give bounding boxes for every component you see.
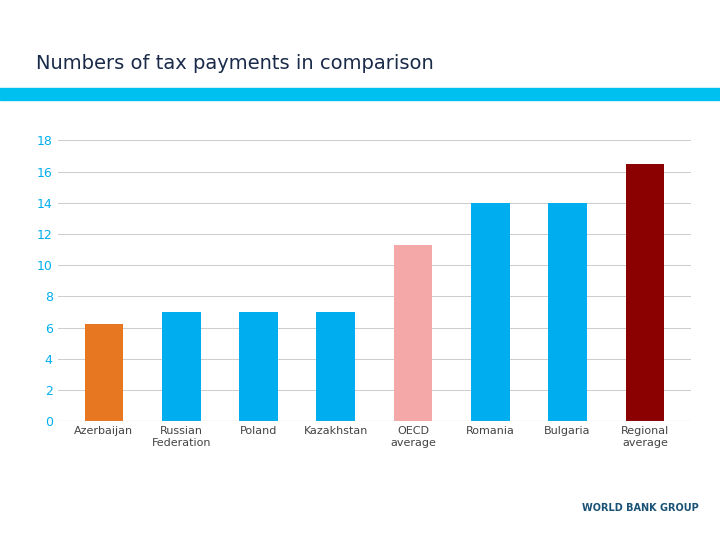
Text: WORLD BANK GROUP: WORLD BANK GROUP <box>582 503 698 513</box>
Bar <box>471 203 510 421</box>
Bar <box>162 312 201 421</box>
Bar <box>317 312 355 421</box>
Bar <box>394 245 432 421</box>
Bar <box>85 325 123 421</box>
Bar <box>626 164 664 421</box>
Bar <box>548 203 587 421</box>
Bar <box>239 312 278 421</box>
Text: Numbers of tax payments in comparison: Numbers of tax payments in comparison <box>36 54 433 73</box>
